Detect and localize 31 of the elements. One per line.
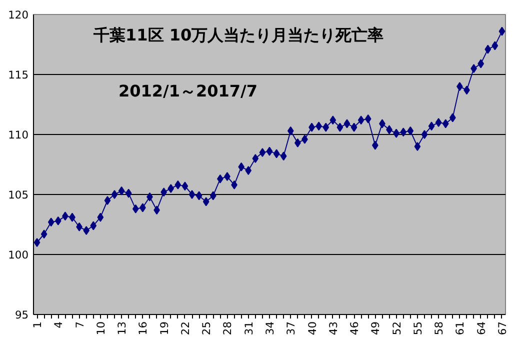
x-tick-label: 31 — [242, 321, 256, 336]
x-tick-label: 34 — [264, 321, 276, 336]
x-tick-label: 25 — [200, 321, 214, 336]
text: 千葉11区 10万人当たり月当たり死亡率 — [92, 26, 384, 44]
y-tick-label: 100 — [8, 248, 29, 262]
y-tick-label: 115 — [8, 68, 29, 82]
y-tick-label: 120 — [8, 8, 29, 22]
x-tick-label: 46 — [348, 321, 362, 336]
x-tick-label: 16 — [136, 321, 150, 336]
x-tick-label: 58 — [432, 321, 446, 336]
x-tick-label: 10 — [94, 321, 108, 336]
x-tick-label: 55 — [411, 321, 424, 336]
y-tick-label: 110 — [8, 128, 29, 142]
x-tick-label: 40 — [306, 321, 319, 336]
x-tick-label: 43 — [326, 321, 340, 336]
x-tick-label: 13 — [116, 321, 129, 336]
text: 2012/1～2017/7 — [118, 82, 258, 100]
x-tick-label: 49 — [369, 321, 382, 336]
x-tick-label: 22 — [178, 321, 192, 336]
x-tick-label: 64 — [474, 321, 488, 336]
x-tick-label: 4 — [52, 321, 66, 328]
x-tick-label: 28 — [221, 321, 234, 336]
x-tick-label: 7 — [73, 322, 86, 328]
x-tick-label: 67 — [496, 321, 509, 336]
x-tick-label: 52 — [390, 321, 404, 336]
y-tick-label: 95 — [14, 308, 29, 322]
x-tick-label: 19 — [158, 321, 171, 336]
y-tick-label: 105 — [8, 188, 29, 202]
x-tick-label: 1 — [31, 322, 44, 328]
x-tick-label: 61 — [454, 321, 467, 336]
x-tick-label: 37 — [284, 321, 298, 336]
